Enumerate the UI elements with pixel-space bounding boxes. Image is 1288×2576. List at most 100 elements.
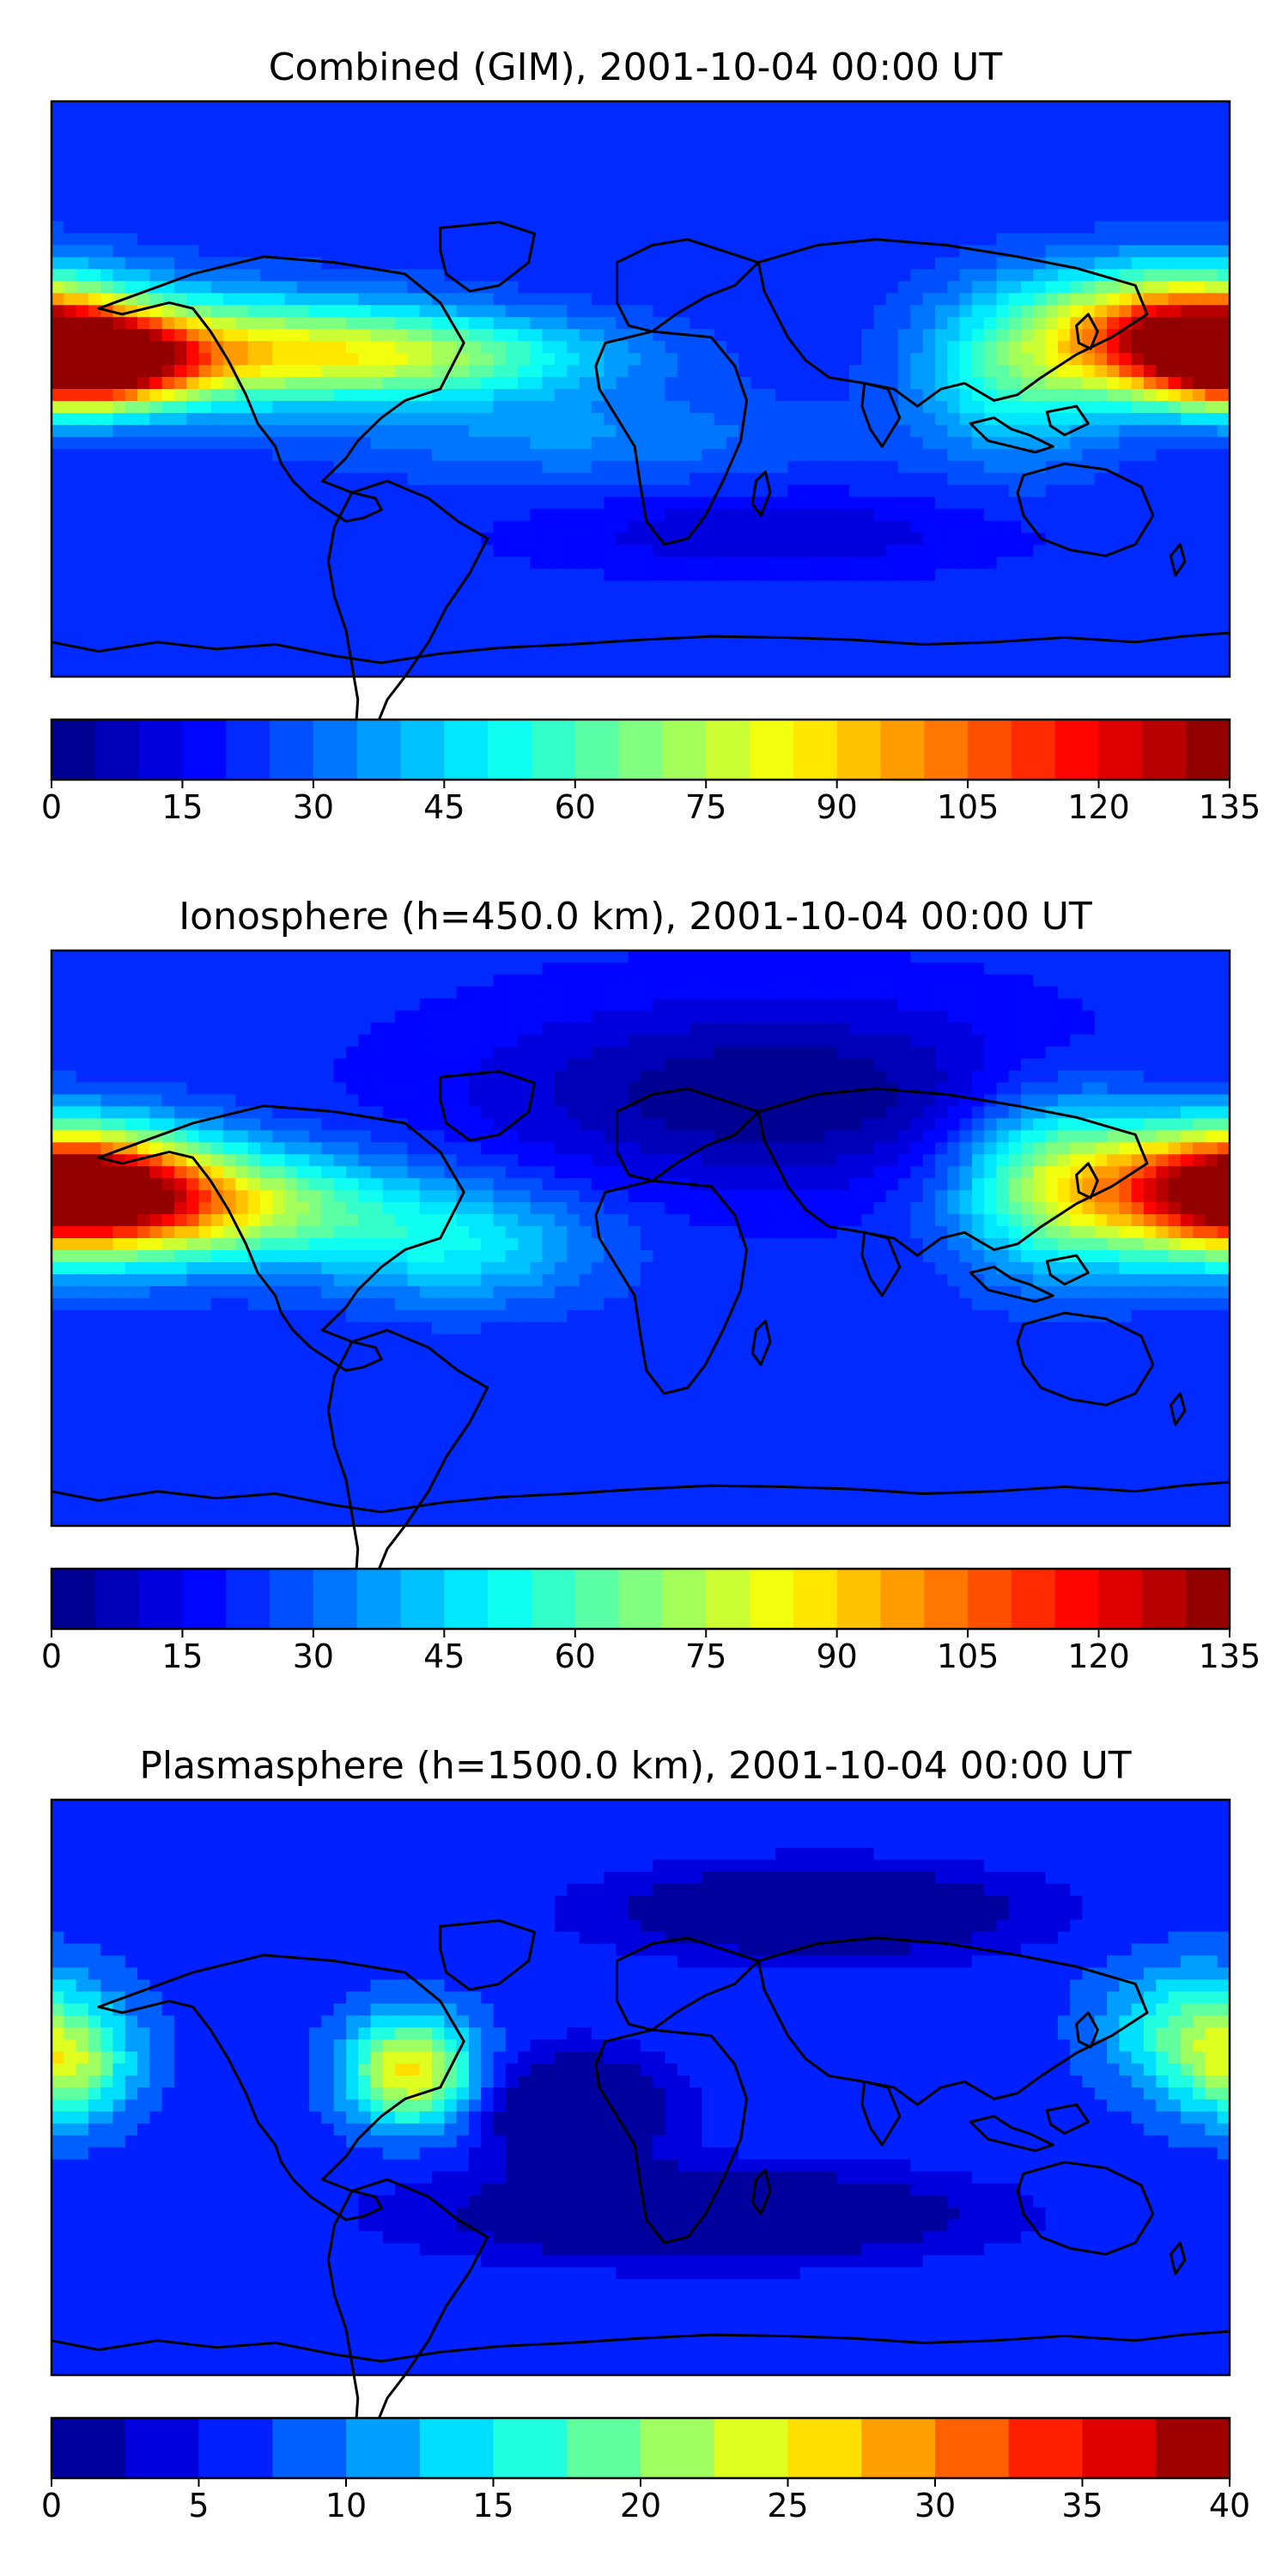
colorbar-segment	[182, 1569, 227, 1629]
colorbar-tick-label: 75	[685, 1637, 726, 1675]
colorbar-segment	[924, 1569, 969, 1629]
panel-combined: Combined (GIM), 2001-10-04 00:00 UT 0 15 3…	[41, 46, 1261, 826]
contour-field	[52, 101, 1230, 677]
colorbar-segment	[641, 2418, 715, 2478]
colorbar-segment	[313, 1569, 358, 1629]
colorbar-tick-label: 15	[472, 2487, 513, 2524]
colorbar-segment	[1098, 720, 1143, 780]
colorbar-segment	[1186, 1569, 1230, 1629]
colorbar-tick-label: 135	[1199, 1637, 1261, 1675]
colorbar-segment	[706, 720, 750, 780]
map-frame	[50, 949, 1231, 1528]
panel-plasmasphere: Plasmasphere (h=1500.0 km), 2001-10-04 0…	[41, 1744, 1250, 2524]
colorbar-tick-label: 25	[767, 2487, 808, 2524]
colorbar-segment	[1054, 720, 1100, 780]
colorbar-segment	[1011, 720, 1056, 780]
colorbar-segment	[400, 1569, 445, 1629]
colorbar-tick-label: 30	[293, 788, 334, 826]
colorbar-segment	[138, 720, 184, 780]
colorbar-tick-label: 30	[293, 1637, 334, 1675]
colorbar-segment	[935, 2418, 1010, 2478]
colorbar-segment	[836, 1569, 882, 1629]
colorbar-segment	[493, 2418, 568, 2478]
colorbar-tick-label: 120	[1067, 788, 1130, 826]
colorbar-segment	[706, 1569, 750, 1629]
map-frame	[50, 100, 1231, 678]
colorbar-tick-label: 30	[914, 2487, 956, 2524]
colorbar-segment	[125, 2418, 200, 2478]
colorbar-tick-label: 75	[685, 788, 726, 826]
colorbar-segment	[793, 720, 838, 780]
colorbar-segment	[662, 1569, 707, 1629]
colorbar-tick-label: 40	[1209, 2487, 1250, 2524]
panel-title: Plasmasphere (h=1500.0 km), 2001-10-04 0…	[139, 1744, 1131, 1788]
colorbar-tick-label: 90	[816, 1637, 857, 1675]
colorbar-segment	[52, 2418, 126, 2478]
colorbar-segment	[567, 2418, 641, 2478]
colorbar-segment	[1054, 1569, 1100, 1629]
colorbar-tick-label: 35	[1061, 2487, 1103, 2524]
colorbar-segment	[356, 1569, 402, 1629]
colorbar-tick-label: 45	[423, 788, 465, 826]
colorbar-segment	[226, 720, 270, 780]
colorbar-segment	[750, 720, 794, 780]
colorbar-tick-label: 105	[937, 788, 999, 826]
contour-field	[52, 951, 1230, 1527]
colorbar: 0 15 30 45 60 75 90 105 120 135	[41, 718, 1261, 826]
colorbar-tick-label: 15	[161, 788, 203, 826]
colorbar-segment	[924, 720, 969, 780]
contour-field	[52, 1800, 1230, 2376]
colorbar-segment	[182, 720, 227, 780]
map-plot-area	[50, 1798, 1231, 2464]
colorbar-segment	[1098, 1569, 1143, 1629]
colorbar-tick-label: 20	[620, 2487, 661, 2524]
colorbar-segment	[313, 720, 358, 780]
colorbar-segment	[836, 720, 882, 780]
colorbar-segment	[574, 1569, 620, 1629]
colorbar-segment	[488, 1569, 532, 1629]
map-plot-area	[50, 949, 1231, 1614]
colorbar-segment	[52, 1569, 96, 1629]
colorbar-segment	[662, 720, 707, 780]
colorbar-tick-label: 10	[325, 2487, 367, 2524]
colorbar-segment	[444, 1569, 489, 1629]
colorbar-segment	[198, 2418, 273, 2478]
colorbar-segment	[750, 1569, 794, 1629]
colorbar-segment	[861, 2418, 936, 2478]
colorbar-segment	[618, 1569, 663, 1629]
colorbar: 0 5 10 15 20 25 30 35 40	[41, 2416, 1250, 2524]
colorbar-segment	[618, 720, 663, 780]
colorbar-tick-label: 5	[188, 2487, 209, 2524]
colorbar-tick-label: 15	[161, 1637, 203, 1675]
map-frame	[50, 1798, 1231, 2377]
panel-ionosphere: Ionosphere (h=450.0 km), 2001-10-04 00:0…	[41, 895, 1261, 1675]
colorbar-segment	[880, 1569, 925, 1629]
colorbar-segment	[270, 1569, 314, 1629]
colorbar-tick-label: 105	[937, 1637, 999, 1675]
colorbar-segment	[1186, 720, 1230, 780]
colorbar-segment	[531, 720, 576, 780]
colorbar-segment	[793, 1569, 838, 1629]
colorbar-segment	[1082, 2418, 1157, 2478]
colorbar-segment	[1008, 2418, 1084, 2478]
colorbar: 0 15 30 45 60 75 90 105 120 135	[41, 1567, 1261, 1675]
colorbar-segment	[968, 720, 1012, 780]
colorbar-segment	[270, 720, 314, 780]
colorbar-tick-label: 45	[423, 1637, 465, 1675]
map-plot-area	[50, 100, 1231, 765]
colorbar-segment	[52, 720, 96, 780]
colorbar-tick-label: 0	[41, 788, 62, 826]
colorbar-segment	[1142, 720, 1187, 780]
colorbar-segment	[968, 1569, 1012, 1629]
panel-title: Combined (GIM), 2001-10-04 00:00 UT	[269, 46, 1003, 89]
colorbar-frame	[50, 1567, 1231, 1631]
colorbar-segment	[1142, 1569, 1187, 1629]
colorbar-tick-label: 60	[555, 1637, 596, 1675]
colorbar-tick-label: 60	[555, 788, 596, 826]
colorbar-segment	[94, 1569, 140, 1629]
colorbar-segment	[356, 720, 402, 780]
colorbar-tick-label: 0	[41, 2487, 62, 2524]
colorbar-segment	[488, 720, 532, 780]
colorbar-segment	[346, 2418, 421, 2478]
